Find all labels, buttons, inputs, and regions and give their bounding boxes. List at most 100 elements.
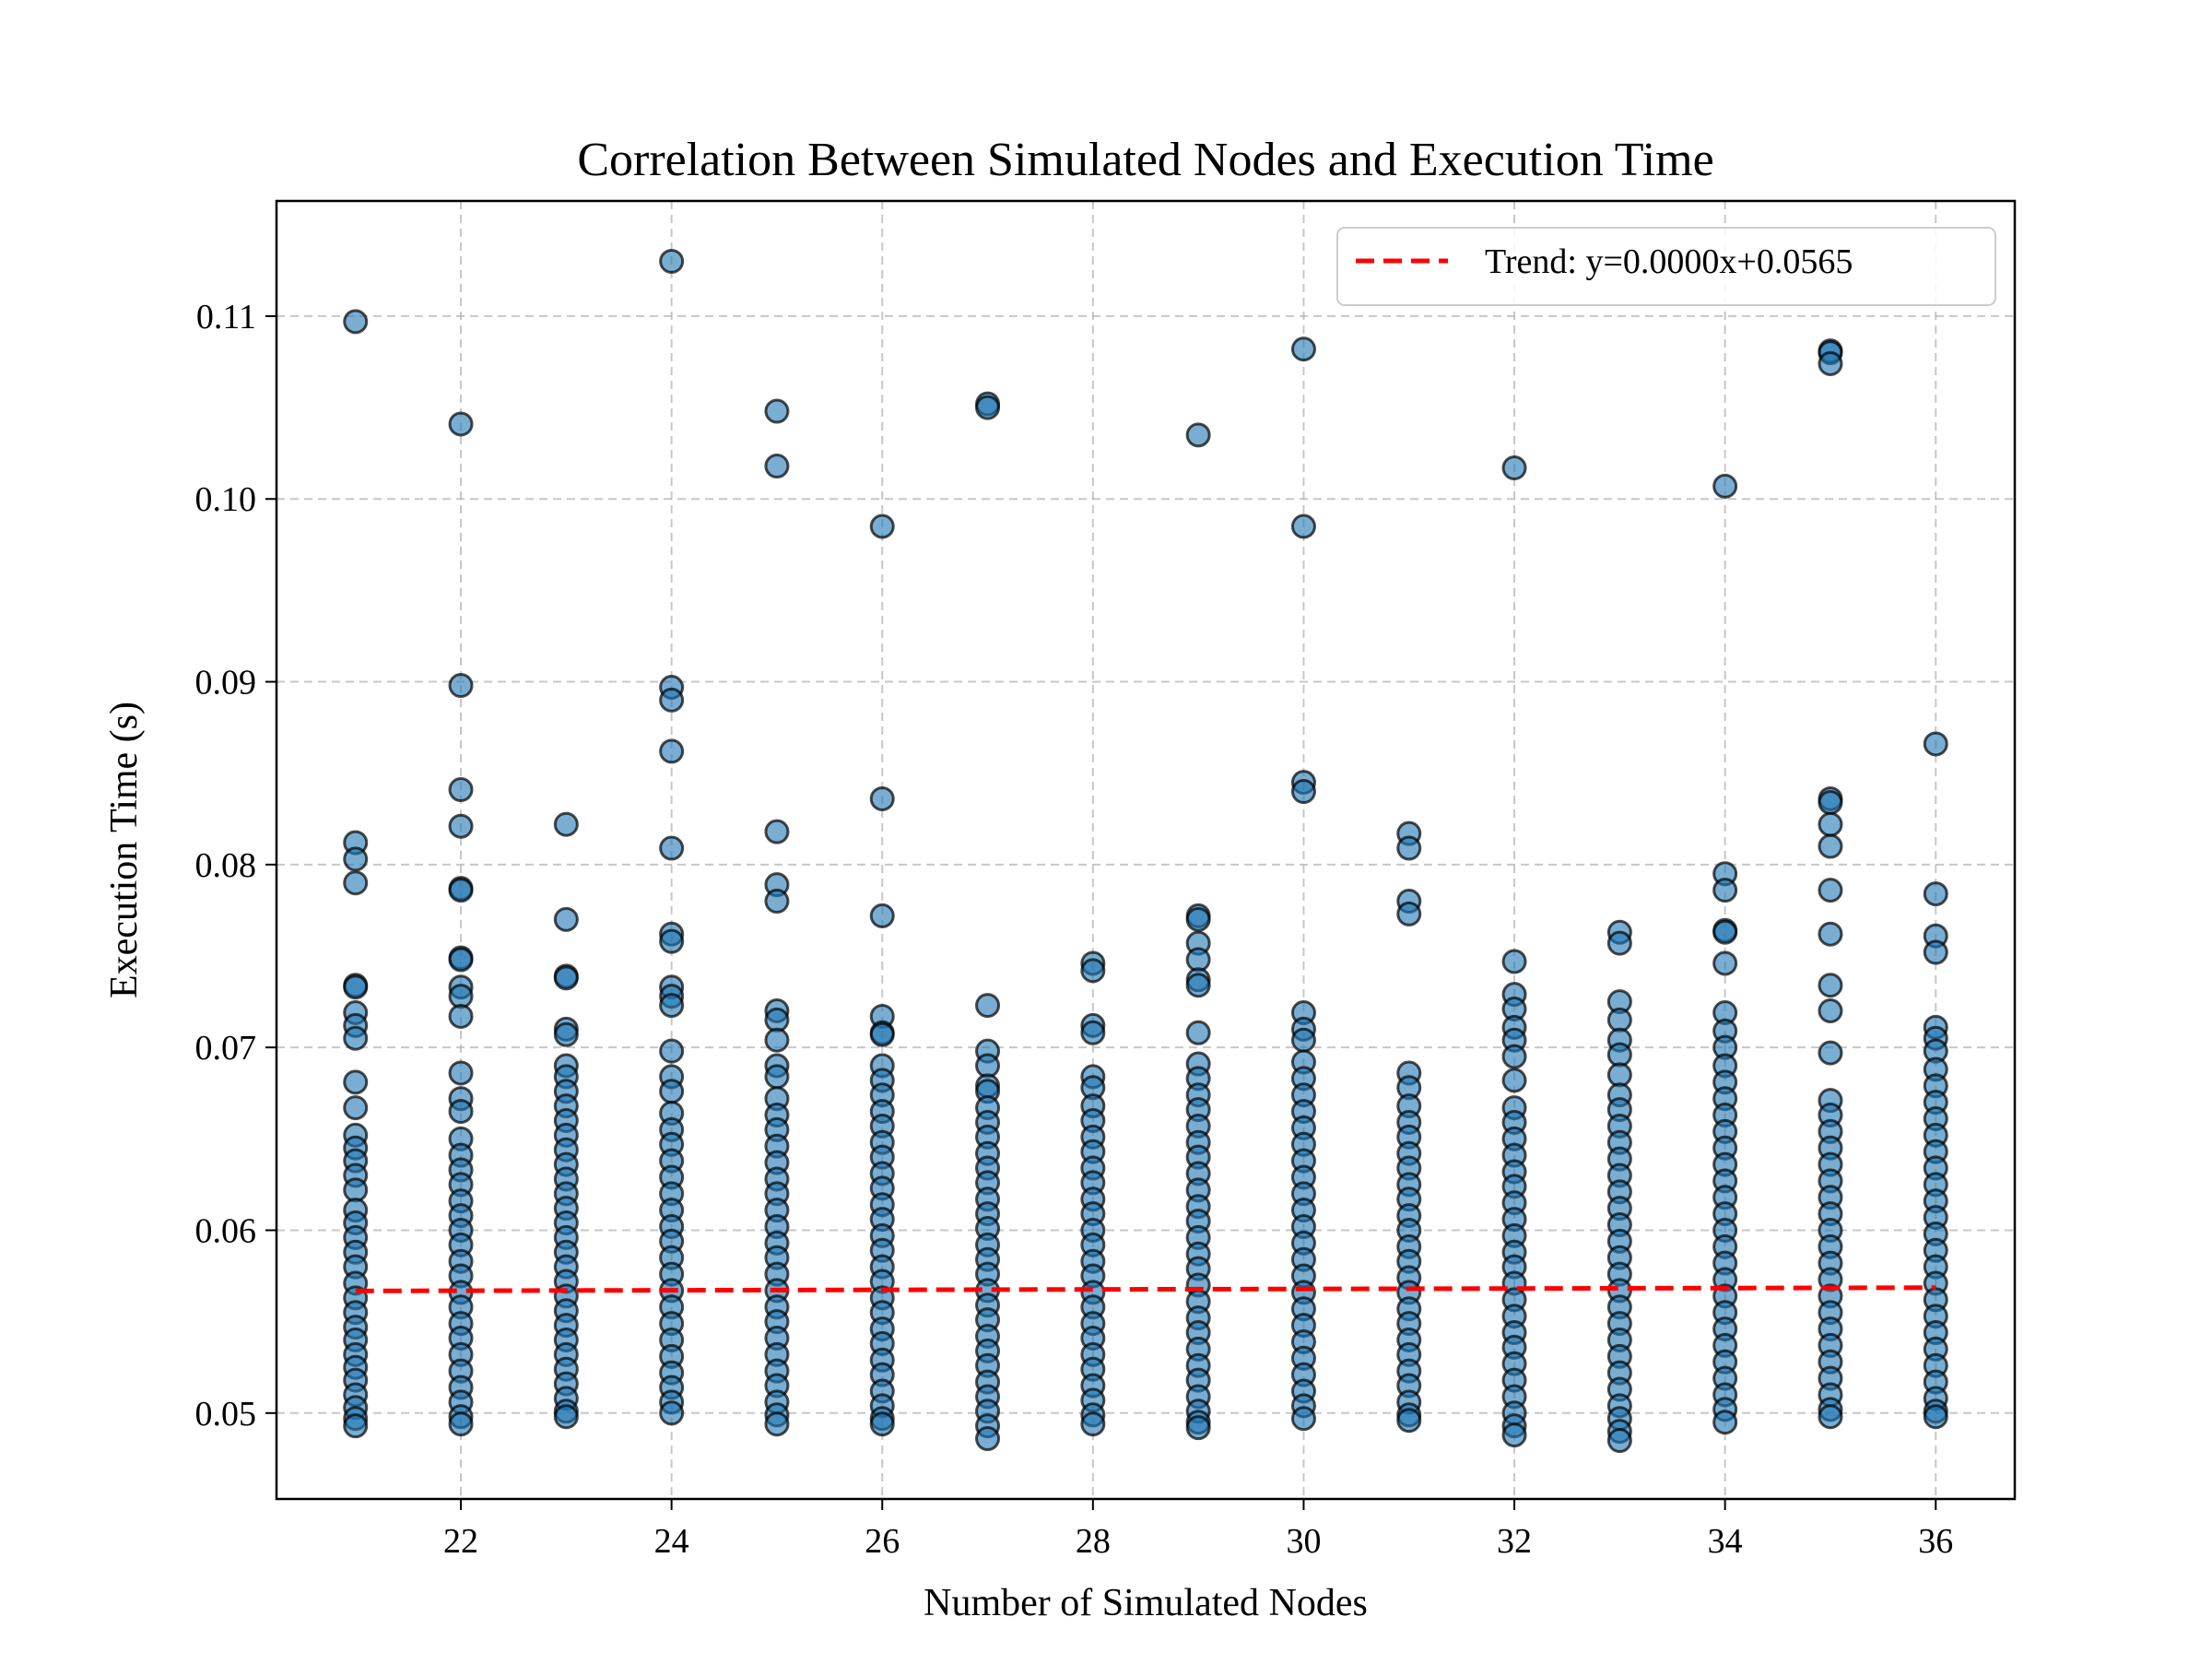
- scatter-point: [1923, 1404, 1948, 1430]
- y-tick-label: 0.07: [195, 1029, 257, 1068]
- scatter-point: [1818, 350, 1843, 376]
- y-tick-label: 0.08: [195, 846, 257, 885]
- scatter-point: [764, 1411, 790, 1437]
- scatter-point: [1501, 1044, 1527, 1069]
- scatter-point: [448, 673, 474, 699]
- scatter-point: [448, 947, 474, 973]
- scatter-point: [1185, 422, 1211, 448]
- scatter-point: [448, 813, 474, 839]
- scatter-point: [1818, 921, 1843, 947]
- scatter-point: [1712, 878, 1738, 903]
- scatter-point: [448, 411, 474, 437]
- scatter-point: [448, 777, 474, 803]
- scatter-point: [1290, 1406, 1316, 1432]
- scatter-point: [1080, 958, 1106, 984]
- trend-line: [355, 1285, 1936, 1293]
- legend-box: [1336, 227, 1996, 306]
- x-tick-label: 24: [654, 1522, 689, 1561]
- x-tick-label: 28: [1076, 1522, 1111, 1561]
- scatter-point: [1818, 998, 1843, 1024]
- scatter-point: [764, 398, 790, 424]
- scatter-point: [1185, 906, 1211, 932]
- scatter-point: [659, 1079, 685, 1104]
- scatter-point: [553, 1021, 579, 1047]
- scatter-point: [764, 1027, 790, 1053]
- scatter-point: [869, 513, 895, 539]
- scatter-point: [975, 993, 1001, 1019]
- x-tick-label: 26: [865, 1522, 900, 1561]
- scatter-point: [869, 785, 895, 811]
- scatter-point: [1923, 731, 1948, 757]
- scatter-point: [1818, 789, 1843, 815]
- scatter-point: [1290, 1027, 1316, 1053]
- scatter-point: [1501, 949, 1527, 974]
- scatter-point: [1606, 930, 1632, 956]
- scatter-point: [1396, 835, 1422, 861]
- x-tick-label: 32: [1497, 1522, 1532, 1561]
- scatter-point: [343, 1413, 369, 1439]
- scatter-point: [1818, 1404, 1843, 1430]
- scatter-point: [659, 993, 685, 1019]
- scatter-point: [659, 687, 685, 713]
- scatter-point: [448, 1003, 474, 1029]
- scatter-point: [659, 248, 685, 274]
- scatter-point: [1185, 973, 1211, 998]
- scatter-point: [553, 1404, 579, 1430]
- chart-title: Correlation Between Simulated Nodes and …: [577, 134, 1713, 186]
- x-axis-label: Number of Simulated Nodes: [924, 1582, 1368, 1624]
- scatter-point: [1923, 881, 1948, 907]
- scatter-point: [1396, 901, 1422, 926]
- scatter-points: [343, 248, 1948, 1454]
- scatter-point: [1712, 919, 1738, 945]
- scatter-point: [343, 846, 369, 872]
- scatter-point: [343, 1025, 369, 1051]
- scatter-point: [448, 1411, 474, 1437]
- scatter-point: [1501, 1068, 1527, 1093]
- axis-ticks: 22 24 26 28 30 32 34 36 0.05 0.06 0.07 0.08 0.09 0.10…: [195, 298, 1954, 1561]
- scatter-point: [764, 819, 790, 844]
- scatter-point: [869, 1411, 895, 1437]
- scatter-point: [764, 889, 790, 915]
- x-tick-label: 30: [1286, 1522, 1321, 1561]
- scatter-point: [1290, 513, 1316, 539]
- scatter-point: [659, 738, 685, 764]
- scatter-point: [659, 928, 685, 954]
- scatter-point: [343, 974, 369, 1000]
- scatter-point: [1818, 833, 1843, 859]
- scatter-point: [553, 811, 579, 837]
- y-tick-label: 0.11: [196, 298, 256, 336]
- scatter-point: [869, 1021, 895, 1047]
- scatter-point: [343, 1095, 369, 1121]
- scatter-point: [1290, 336, 1316, 362]
- scatter-point: [1818, 878, 1843, 903]
- y-tick-label: 0.09: [195, 664, 257, 702]
- scatter-point: [1290, 779, 1316, 805]
- scatter-point: [1923, 939, 1948, 965]
- scatter-point: [1712, 1410, 1738, 1435]
- y-tick-label: 0.05: [195, 1395, 257, 1434]
- scatter-point: [1818, 811, 1843, 837]
- plot-frame: [275, 199, 2017, 1501]
- scatter-point: [553, 906, 579, 932]
- scatter-point: [1712, 473, 1738, 499]
- scatter-point: [1818, 1040, 1843, 1066]
- x-tick-label: 36: [1918, 1522, 1953, 1561]
- y-axis-label: Execution Time (s): [103, 702, 146, 998]
- scatter-point: [975, 395, 1001, 420]
- scatter-point: [1501, 455, 1527, 481]
- scatter-point: [1080, 1411, 1106, 1437]
- scatter-point: [659, 1400, 685, 1426]
- scatter-point: [1396, 1408, 1422, 1434]
- scatter-point: [448, 1099, 474, 1125]
- scatter-point: [869, 903, 895, 928]
- scatter-point: [343, 309, 369, 335]
- x-tick-label: 22: [443, 1522, 478, 1561]
- scatter-point: [1606, 1428, 1632, 1454]
- scatter-point: [659, 835, 685, 861]
- scatter-point: [343, 870, 369, 896]
- scatter-point: [764, 1064, 790, 1090]
- x-tick-label: 34: [1708, 1522, 1743, 1561]
- scatter-point: [448, 878, 474, 903]
